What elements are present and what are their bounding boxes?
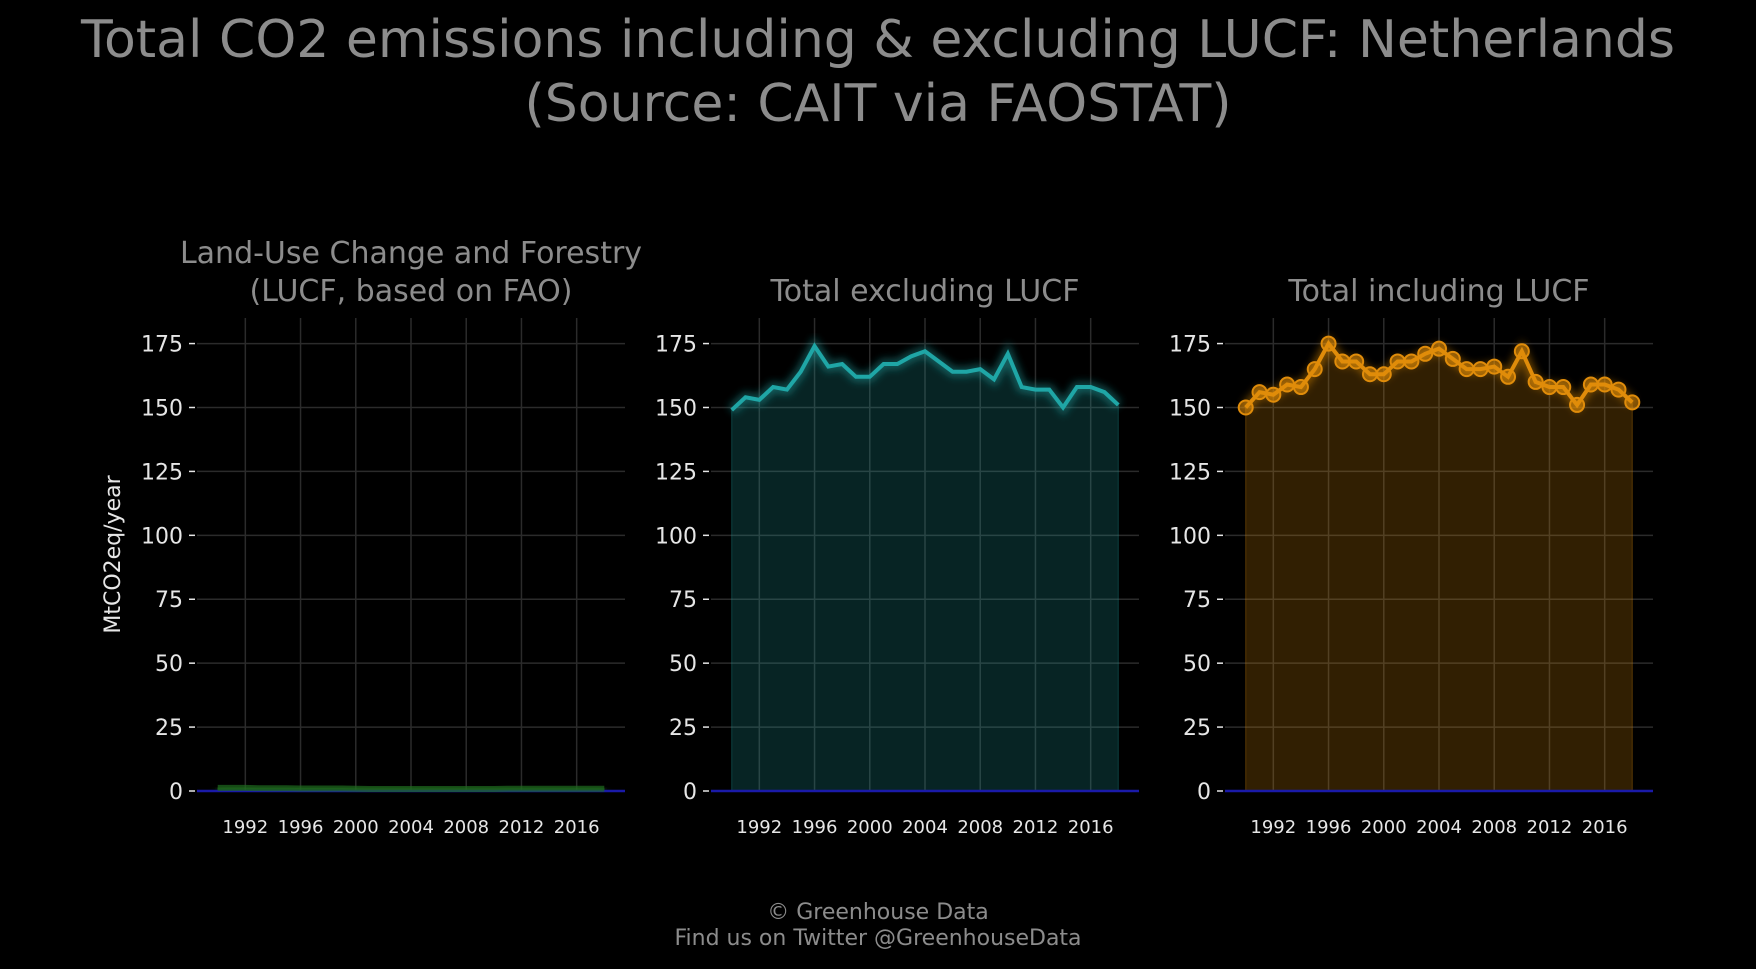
y-tick-label: 125 (1169, 460, 1211, 485)
y-tick-label: 150 (1169, 396, 1211, 421)
data-point (1251, 384, 1268, 401)
y-tick-label: 150 (141, 396, 183, 421)
x-tick-label: 2000 (1361, 817, 1407, 838)
x-tick-label: 2012 (1527, 817, 1573, 838)
y-tick-label: 50 (1183, 652, 1211, 677)
y-tick-label: 100 (655, 524, 697, 549)
data-point (1389, 353, 1406, 370)
x-tick-label: 2008 (957, 817, 1003, 838)
x-tick-label: 2000 (847, 817, 893, 838)
y-tick-label: 175 (1169, 333, 1211, 358)
series-line (217, 784, 605, 792)
data-point (1375, 366, 1392, 383)
footer-copyright: © Greenhouse Data (767, 900, 989, 925)
y-tick-label: 125 (655, 460, 697, 485)
y-tick-label: 175 (141, 333, 183, 358)
x-tick-label: 2016 (1068, 817, 1114, 838)
panel-title: Total excluding LUCF (770, 274, 1080, 309)
data-point (1500, 368, 1517, 385)
data-point (1417, 345, 1434, 362)
panel-title: Total including LUCF (1287, 274, 1589, 309)
y-tick-label: 25 (155, 716, 183, 741)
y-tick-label: 75 (669, 588, 697, 613)
panel-title: (LUCF, based on FAO) (250, 274, 573, 309)
data-point (1348, 353, 1365, 370)
y-tick-label: 125 (141, 460, 183, 485)
chart-title: Total CO2 emissions including & excludin… (0, 8, 1756, 136)
data-point (1610, 381, 1627, 398)
x-tick-label: 2004 (388, 817, 434, 838)
data-point (1444, 350, 1461, 367)
data-point (1569, 396, 1586, 413)
series-line (730, 342, 1120, 412)
data-point (1527, 373, 1544, 390)
data-point (1596, 376, 1613, 393)
series-area (731, 345, 1119, 792)
chart-panel-2: 0 25 50 75 100 125 150 175 1992 1996 2000 2004 2008 2… (655, 274, 1139, 838)
data-point (1361, 366, 1378, 383)
x-tick-label: 2016 (1582, 817, 1628, 838)
footer-credit: © Greenhouse Data Find us on Twitter @Gr… (0, 900, 1756, 952)
data-point (1431, 340, 1447, 357)
x-tick-label: 2008 (443, 817, 489, 838)
panel-title: Land-Use Change and Forestry (180, 236, 642, 271)
chart-panel-3: 0 25 50 75 100 125 150 175 1992 1996 2000 2004 2008 2… (1169, 274, 1653, 838)
y-tick-label: 50 (669, 652, 697, 677)
y-tick-label: 0 (683, 780, 697, 805)
data-point (1320, 335, 1337, 352)
x-tick-label: 2012 (499, 817, 545, 838)
x-tick-label: 1996 (1306, 817, 1352, 838)
x-tick-label: 2000 (333, 817, 379, 838)
data-point (1306, 361, 1323, 378)
data-point (1334, 353, 1351, 370)
y-tick-label: 150 (655, 396, 697, 421)
x-tick-label: 1992 (222, 817, 268, 838)
y-tick-label: 50 (155, 652, 183, 677)
x-tick-label: 1996 (792, 817, 838, 838)
data-point (1513, 343, 1530, 360)
x-tick-label: 2004 (902, 817, 948, 838)
y-tick-label: 25 (1183, 716, 1211, 741)
x-tick-label: 1996 (278, 817, 324, 838)
y-tick-label: 100 (1169, 524, 1211, 549)
data-point (1403, 353, 1420, 370)
data-point (1541, 379, 1558, 396)
data-point (1472, 361, 1489, 378)
footer-twitter: Find us on Twitter @GreenhouseData (674, 926, 1082, 951)
x-tick-label: 2008 (1471, 817, 1517, 838)
y-tick-label: 100 (141, 524, 183, 549)
x-tick-label: 2012 (1013, 817, 1059, 838)
chart-title-line1: Total CO2 emissions including & excludin… (81, 10, 1675, 70)
y-tick-label: 0 (169, 780, 183, 805)
data-point (1265, 386, 1282, 403)
data-point (1624, 394, 1641, 411)
data-point (1458, 361, 1475, 378)
data-point (1582, 376, 1599, 393)
x-tick-label: 2004 (1416, 817, 1462, 838)
data-point (1279, 376, 1296, 393)
y-tick-label: 175 (655, 333, 697, 358)
data-point (1292, 379, 1309, 396)
y-tick-label: 25 (669, 716, 697, 741)
x-tick-label: 1992 (1250, 817, 1296, 838)
chart-panel-1: 0 25 50 75 100 125 150 175 1992 1996 2000 2004 2008 2… (101, 236, 642, 838)
y-tick-label: 0 (1197, 780, 1211, 805)
y-axis-label: MtCO2eq/year (101, 474, 126, 633)
data-point (1237, 399, 1254, 416)
data-point (1486, 358, 1503, 375)
x-tick-label: 1992 (736, 817, 782, 838)
data-point (1555, 379, 1572, 396)
chart-title-line2: (Source: CAIT via FAOSTAT) (524, 74, 1232, 134)
y-tick-label: 75 (1183, 588, 1211, 613)
x-tick-label: 2016 (554, 817, 600, 838)
y-tick-label: 75 (155, 588, 183, 613)
